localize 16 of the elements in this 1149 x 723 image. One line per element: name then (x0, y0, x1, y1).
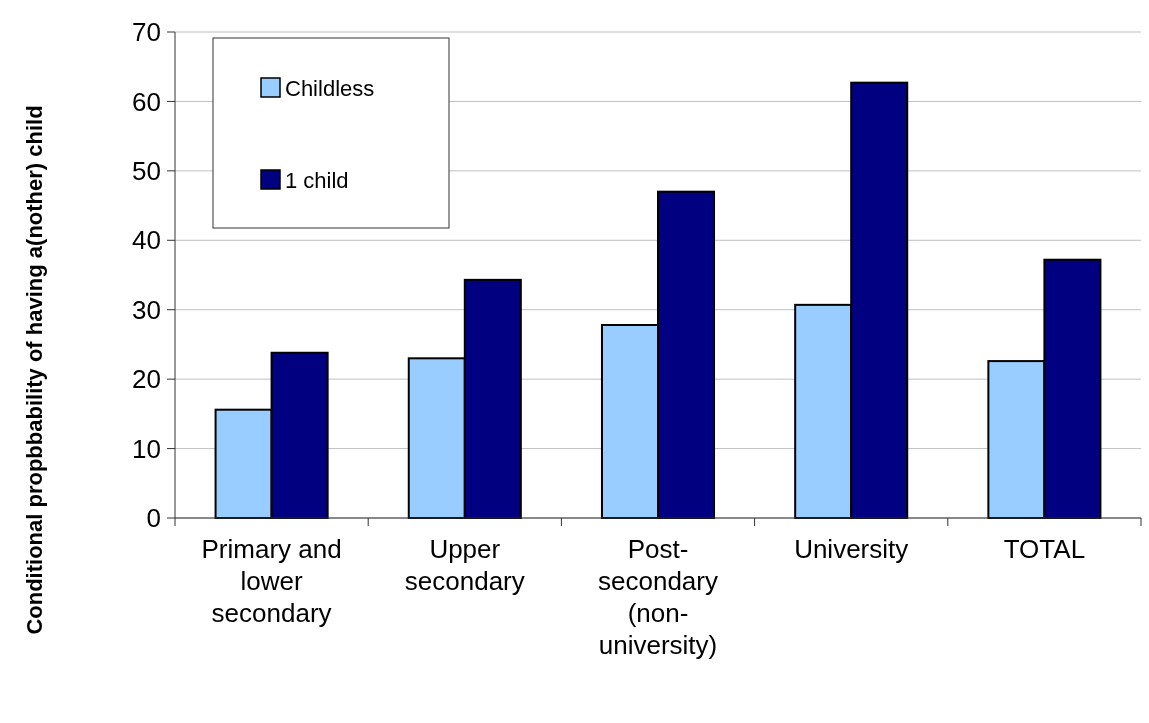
x-tick-label: University (794, 534, 909, 564)
y-tick-label: 0 (146, 503, 161, 534)
legend-label: 1 child (285, 167, 349, 193)
y-tick-label: 10 (132, 433, 161, 464)
x-tick-label: TOTAL (1003, 534, 1086, 564)
x-tick-label: Post-secondary (non-university) (598, 534, 718, 660)
y-tick-label: 60 (132, 86, 161, 117)
y-tick-label: 50 (132, 155, 161, 186)
y-tick-label: 40 (132, 225, 161, 256)
legend-label: Childless (285, 75, 375, 101)
x-tick-label: Upper secondary (404, 534, 525, 596)
y-tick-label: 70 (132, 17, 161, 48)
y-axis-title: Conditional propbbability of having a(nother) child (22, 105, 47, 635)
x-tick-label: Primary and lower secondary (201, 534, 342, 628)
y-tick-label: 30 (132, 294, 161, 325)
y-tick-label: 20 (132, 364, 161, 395)
